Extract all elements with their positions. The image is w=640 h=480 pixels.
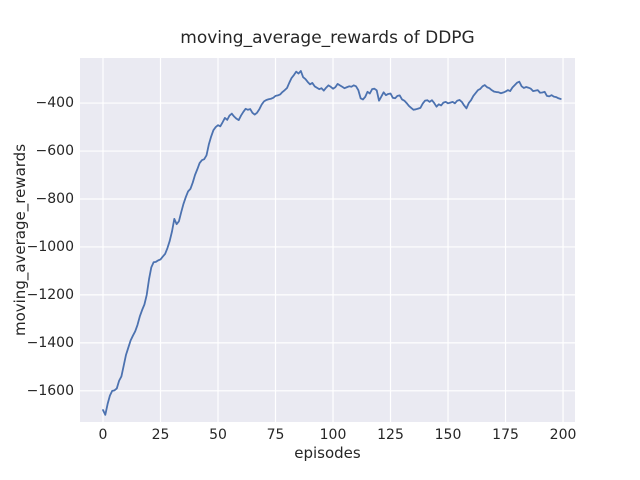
series-line-moving_average_rewards bbox=[102, 70, 562, 416]
y-tick-label: −1400 bbox=[26, 334, 74, 351]
y-tick-label: −800 bbox=[35, 190, 74, 207]
y-tick-label: −1200 bbox=[26, 286, 74, 303]
y-tick-label: −600 bbox=[35, 143, 74, 160]
plot-area bbox=[80, 58, 575, 422]
chart-title: moving_average_rewards of DDPG bbox=[180, 28, 475, 48]
x-tick-label: 75 bbox=[266, 427, 285, 443]
x-tick-label: 50 bbox=[209, 427, 227, 443]
x-tick-label: 125 bbox=[377, 427, 404, 443]
x-tick-label: 25 bbox=[151, 427, 170, 443]
x-axis-label: episodes bbox=[294, 444, 361, 462]
x-tick-label: 200 bbox=[549, 427, 577, 443]
y-tick-label: −1600 bbox=[26, 382, 74, 399]
x-tick-label: 150 bbox=[434, 427, 462, 443]
y-tick-label: −400 bbox=[35, 95, 74, 112]
x-tick-label: 0 bbox=[98, 427, 108, 443]
x-tick-label: 100 bbox=[319, 427, 347, 443]
y-tick-label: −1000 bbox=[26, 238, 74, 255]
x-tick-label: 175 bbox=[492, 427, 519, 443]
